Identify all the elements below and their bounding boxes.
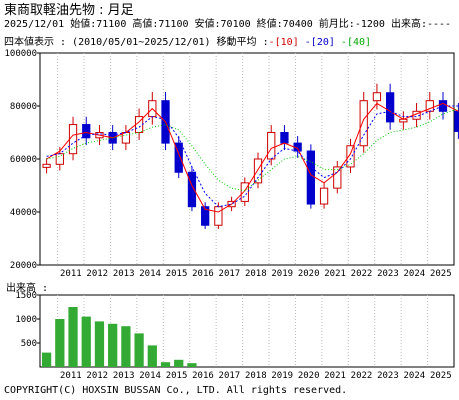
moving-average-line <box>46 105 459 208</box>
price-x-tick-label: 2018 <box>245 269 267 279</box>
price-x-tick-label: 2021 <box>324 269 346 279</box>
price-x-tick-label: 2023 <box>377 269 399 279</box>
volume-x-tick-label: 2018 <box>245 371 267 381</box>
volume-x-tick-label: 2024 <box>404 371 426 381</box>
candle-body <box>346 145 355 168</box>
volume-bar <box>147 345 157 367</box>
volume-x-tick-label: 2012 <box>86 371 108 381</box>
volume-bar <box>68 307 78 367</box>
volume-bar <box>187 363 197 367</box>
candle-body <box>438 100 448 112</box>
volume-x-tick-label: 2015 <box>166 371 188 381</box>
volume-bar <box>160 362 171 367</box>
volume-panel-frame <box>39 294 455 368</box>
price-x-tick-label: 2016 <box>192 269 214 279</box>
volume-x-tick-label: 2022 <box>351 371 373 381</box>
candle-body <box>55 153 64 165</box>
candle-body <box>174 142 183 173</box>
price-y-tick-label: 20000 <box>10 261 37 271</box>
price-x-tick-label: 2012 <box>86 269 108 279</box>
price-x-tick-label: 2014 <box>139 269 161 279</box>
volume-x-tick-label: 2023 <box>377 371 399 381</box>
quote-line: 2025/12/01 始値:71100 高値:71100 安値:70100 終値… <box>4 19 452 30</box>
price-y-tick-label: 80000 <box>10 102 37 112</box>
volume-bar <box>121 326 131 367</box>
volume-bar <box>174 359 184 367</box>
volume-bar <box>81 316 91 367</box>
moving-average-line <box>46 102 459 213</box>
volume-x-tick-label: 2025 <box>430 371 452 381</box>
price-y-tick-label: 40000 <box>10 208 37 218</box>
candle-body <box>386 92 395 123</box>
volume-bar <box>41 352 52 367</box>
price-y-tick-label: 60000 <box>10 155 37 165</box>
candle-body <box>68 124 78 155</box>
legend-ma40: [40] <box>346 37 372 48</box>
price-x-tick-label: 2011 <box>60 269 82 279</box>
volume-y-tick-label: 500 <box>21 339 37 349</box>
volume-bar <box>134 333 144 367</box>
legend-ma10: [10] <box>274 37 299 48</box>
candle-body <box>240 182 249 202</box>
volume-bar <box>55 319 65 367</box>
price-x-tick-label: 2024 <box>404 269 426 279</box>
candle-body <box>306 150 315 205</box>
volume-bar <box>108 323 118 367</box>
price-x-tick-label: 2019 <box>271 269 293 279</box>
volume-x-tick-label: 2016 <box>192 371 214 381</box>
candle-body <box>372 92 382 102</box>
volume-x-tick-label: 2019 <box>271 371 293 381</box>
candle-body <box>187 171 197 208</box>
legend-ma20: [20] <box>310 37 335 48</box>
candle-body <box>42 163 51 168</box>
volume-x-tick-label: 2013 <box>113 371 135 381</box>
price-x-tick-label: 2015 <box>166 269 188 279</box>
volume-bar <box>94 321 105 367</box>
volume-x-tick-label: 2021 <box>324 371 346 381</box>
candle-body <box>201 206 210 226</box>
price-panel-frame <box>39 52 455 266</box>
volume-x-tick-label: 2017 <box>219 371 241 381</box>
candle-body <box>280 132 289 144</box>
candle-body <box>214 206 223 226</box>
chart-title: 東商取軽油先物 : 月足 <box>4 3 134 18</box>
volume-y-tick-label: 1500 <box>15 291 37 301</box>
volume-label: 出来高 : <box>6 283 49 294</box>
candle-body <box>333 166 342 189</box>
price-y-tick-label: 100000 <box>4 49 37 59</box>
legend-prefix: 四本値表示 : (2010/05/01~2025/12/01) 移動平均 : <box>4 37 269 48</box>
volume-x-tick-label: 2014 <box>139 371 161 381</box>
candle-body <box>253 158 263 184</box>
price-x-tick-label: 2022 <box>351 269 373 279</box>
copyright: COPYRIGHT(C) HOXSIN BUSSAN Co., LTD. All… <box>4 385 348 396</box>
price-x-tick-label: 2013 <box>113 269 135 279</box>
volume-x-tick-label: 2020 <box>298 371 320 381</box>
volume-x-tick-label: 2011 <box>60 371 82 381</box>
candle-body <box>359 100 368 147</box>
candle-body <box>454 110 459 132</box>
candle-body <box>267 132 276 160</box>
candle-body <box>319 187 329 205</box>
legend: 四本値表示 : (2010/05/01~2025/12/01) 移動平均 :-[… <box>4 37 372 48</box>
volume-y-tick-label: 1000 <box>15 315 37 325</box>
moving-average-line <box>46 108 459 192</box>
price-x-tick-label: 2020 <box>298 269 320 279</box>
candle-body <box>121 132 131 144</box>
price-x-tick-label: 2025 <box>430 269 452 279</box>
candle-body <box>82 124 91 139</box>
price-x-tick-label: 2017 <box>219 269 241 279</box>
